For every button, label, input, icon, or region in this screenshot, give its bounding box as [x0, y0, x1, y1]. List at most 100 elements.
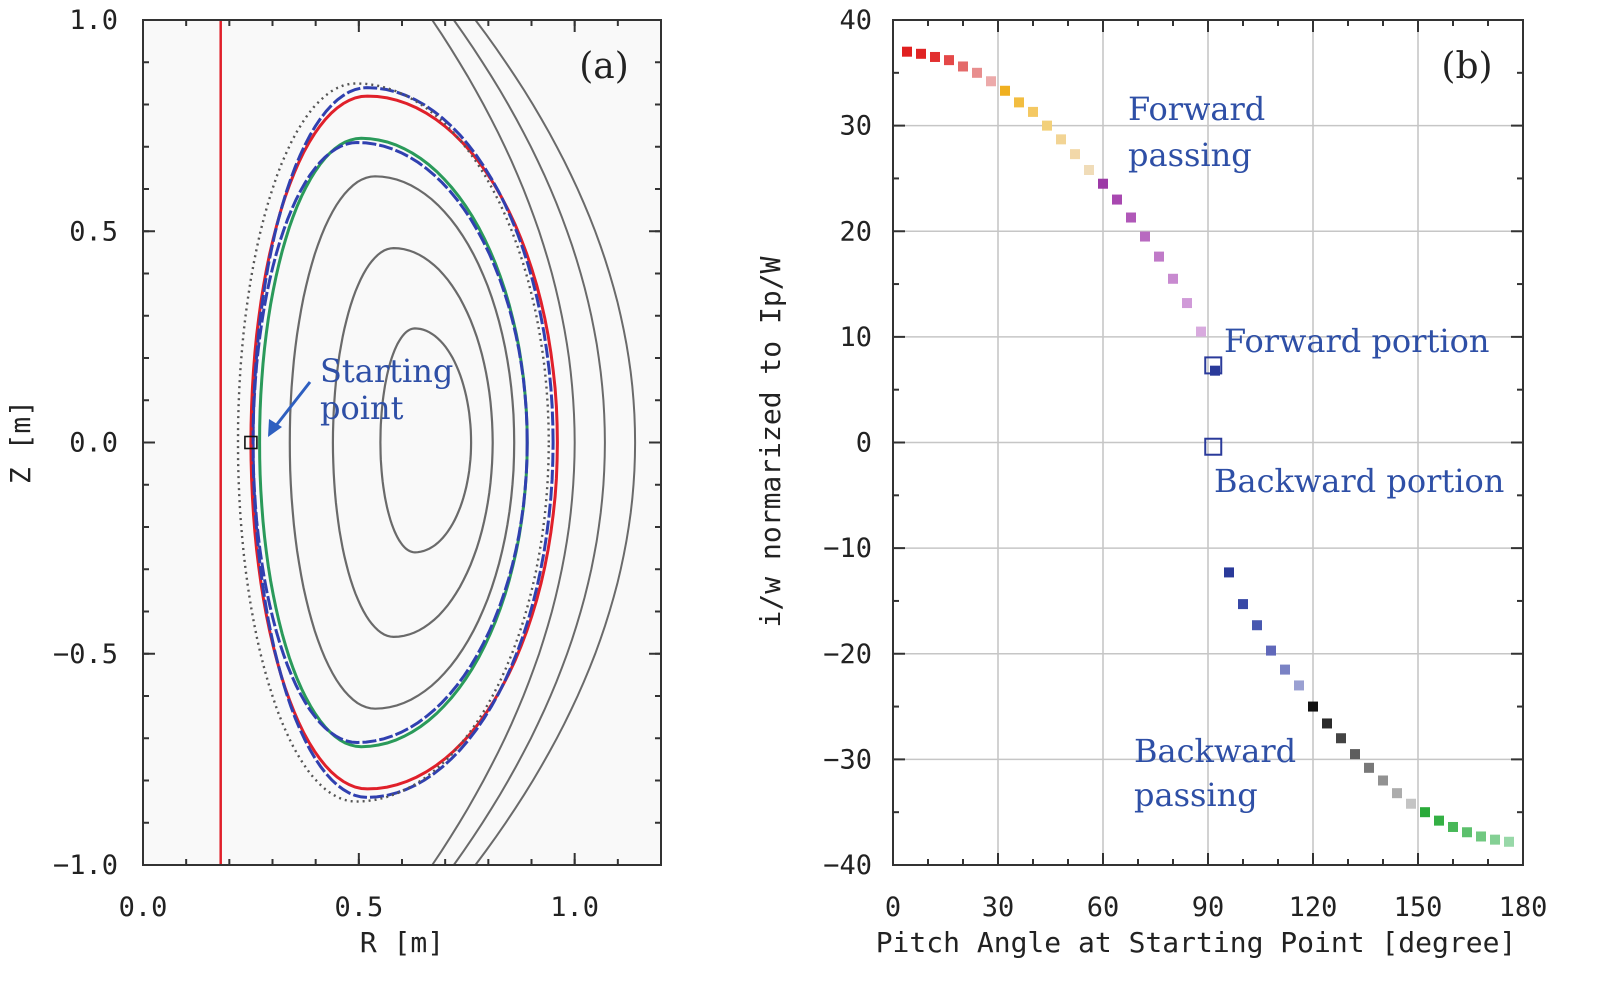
b-ytick-label-6: −20	[823, 639, 872, 670]
data-point-8	[1014, 97, 1024, 108]
panel-b: 0 30 60 90 120 150 180 40 30 20 10 0 −10 −20 −30 −40 (b…	[754, 5, 1547, 959]
data-point-33	[1364, 762, 1374, 773]
b-ytick-label-5: −10	[823, 533, 872, 564]
data-point-26	[1266, 645, 1276, 656]
b-xtick-label-5: 150	[1394, 892, 1443, 923]
starting-point-marker	[244, 435, 258, 450]
data-point-39	[1448, 821, 1458, 832]
a-ytick-label-3: −0.5	[53, 639, 118, 670]
data-point-41	[1476, 831, 1486, 842]
data-point-19	[1168, 273, 1178, 284]
b-ytick-label-7: −30	[823, 744, 872, 775]
a-xtick-label-0: 0.0	[119, 892, 168, 923]
b-ytick-label-3: 10	[839, 322, 872, 353]
b-xtick-label-4: 120	[1289, 892, 1338, 923]
data-point-9	[1028, 106, 1038, 117]
b-xtick-label-0: 0	[885, 892, 901, 923]
data-point-24	[1238, 599, 1248, 610]
panel-b-ticks: 0 30 60 90 120 150 180 40 30 20 10 0 −10 −20 −30 −40	[823, 5, 1547, 923]
data-point-18	[1154, 251, 1164, 262]
data-point-2	[930, 51, 940, 62]
data-point-20	[1182, 298, 1192, 309]
data-point-34	[1378, 775, 1388, 786]
annotation-backward-portion: Backward portion	[1214, 462, 1504, 500]
data-point-21	[1196, 326, 1206, 337]
panel-b-ylabel: i/w normarized to Ip/W	[754, 256, 787, 627]
data-point-28	[1294, 680, 1304, 691]
data-point-32	[1350, 749, 1360, 760]
data-point-27	[1280, 664, 1290, 675]
data-point-35	[1392, 788, 1402, 799]
data-point-1	[916, 48, 926, 59]
a-ytick-label-2: 0.0	[69, 428, 118, 459]
b-ytick-label-2: 20	[839, 216, 872, 247]
panel-a-label: (a)	[579, 46, 629, 87]
annotation-backward-passing-1: Backward	[1134, 732, 1296, 770]
data-point-3	[944, 55, 954, 66]
starting-point-arrow-shaft	[269, 381, 312, 433]
data-point-13	[1084, 164, 1094, 175]
starting-point-label-line1: Starting	[320, 352, 453, 390]
panel-a: Starting point 0.0 0.5 1.0 1.0 0.5 0.0 −0.5 −1.…	[4, 5, 662, 959]
data-point-29	[1308, 701, 1318, 712]
data-point-31	[1336, 733, 1346, 744]
data-point-16	[1126, 212, 1136, 223]
annotation-forward-portion: Forward portion	[1224, 322, 1489, 360]
flux-surface-5	[249, 94, 559, 791]
data-point-36	[1406, 798, 1416, 809]
data-point-0	[902, 46, 912, 57]
flux-surface-4	[251, 140, 529, 745]
annotation-forward-passing-2: passing	[1128, 136, 1252, 174]
panel-a-xlabel: R [m]	[360, 926, 444, 959]
panel-b-grid	[893, 20, 1523, 865]
data-point-22	[1210, 365, 1220, 376]
data-point-43	[1504, 836, 1514, 847]
open-field-lines	[431, 19, 637, 866]
flux-surface-0	[379, 327, 473, 554]
data-point-14	[1098, 178, 1108, 189]
panel-b-label: (b)	[1441, 46, 1492, 87]
b-xtick-label-2: 60	[1087, 892, 1120, 923]
data-point-12	[1070, 149, 1080, 160]
panel-a-ticks: 0.0 0.5 1.0 1.0 0.5 0.0 −0.5 −1.0	[53, 5, 661, 923]
b-ytick-label-1: 30	[839, 111, 872, 142]
starting-point-arrow-head	[268, 419, 282, 437]
data-point-4	[958, 61, 968, 72]
starting-point-label-line2: point	[320, 389, 404, 427]
b-ytick-label-0: 40	[839, 5, 872, 36]
annotation-forward-passing-1: Forward	[1128, 90, 1265, 128]
data-point-40	[1462, 827, 1472, 838]
data-point-30	[1322, 718, 1332, 729]
open-field-line-1	[452, 19, 606, 866]
b-xtick-label-6: 180	[1499, 892, 1548, 923]
data-points	[902, 46, 1514, 847]
flux-surface-2	[288, 175, 516, 710]
b-xtick-label-1: 30	[982, 892, 1015, 923]
data-point-17	[1140, 231, 1150, 242]
annotation-backward-passing-2: passing	[1134, 776, 1258, 814]
flux-surfaces	[236, 82, 559, 803]
a-ytick-label-4: −1.0	[53, 850, 118, 881]
panel-a-ylabel: Z [m]	[4, 400, 37, 484]
a-xtick-label-2: 1.0	[550, 892, 599, 923]
open-field-line-2	[474, 19, 637, 866]
open-marker-0	[1204, 356, 1223, 375]
data-point-38	[1434, 815, 1444, 826]
data-point-25	[1252, 620, 1262, 631]
data-point-15	[1112, 194, 1122, 205]
a-xtick-label-1: 0.5	[334, 892, 383, 923]
open-field-line-0	[431, 19, 576, 866]
open-markers	[1204, 356, 1223, 456]
b-ytick-label-8: −40	[823, 850, 872, 881]
flux-surface-6	[251, 86, 555, 799]
b-ytick-label-4: 0	[856, 428, 872, 459]
data-point-7	[1000, 85, 1010, 96]
open-marker-1	[1204, 437, 1223, 456]
flux-surface-3	[258, 136, 529, 749]
flux-surface-1	[331, 246, 494, 639]
a-ytick-label-1: 0.5	[69, 216, 118, 247]
data-point-6	[986, 76, 996, 87]
a-ytick-label-0: 1.0	[69, 5, 118, 36]
data-point-10	[1042, 120, 1052, 131]
